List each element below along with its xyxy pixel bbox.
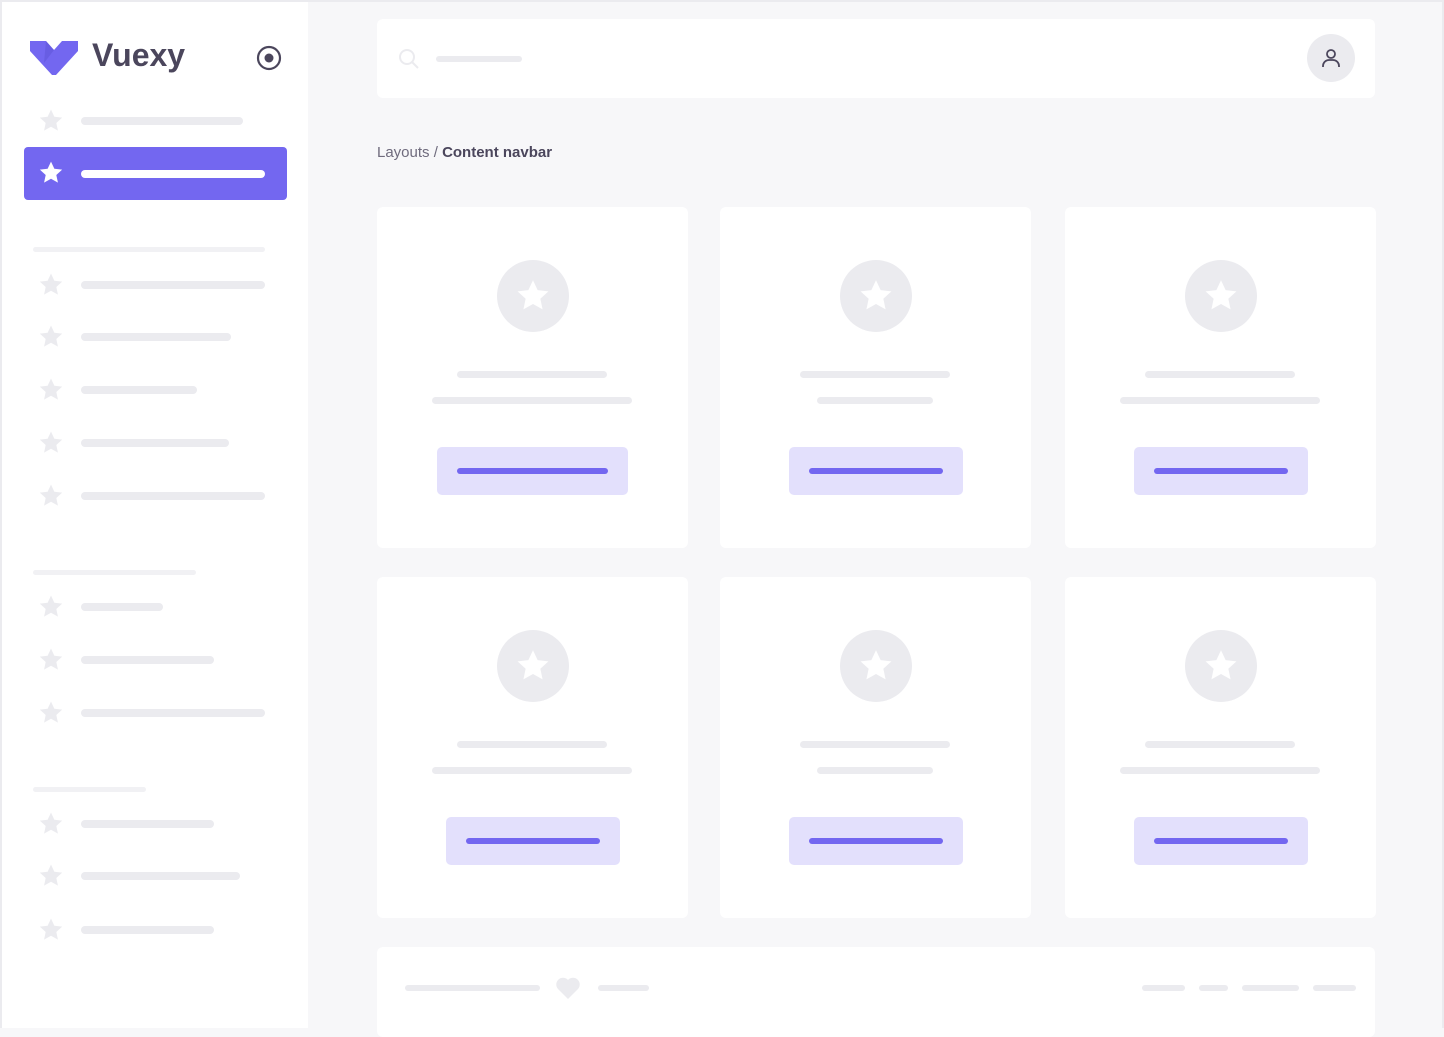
star-icon (517, 280, 548, 310)
sidebar-item-label (81, 439, 229, 447)
card-button-label (808, 838, 943, 844)
card-title (1145, 371, 1295, 378)
card-button[interactable] (445, 817, 620, 865)
content-card (377, 207, 688, 548)
content-card (1065, 577, 1376, 918)
star-icon (517, 650, 548, 680)
content-card (720, 207, 1031, 548)
card-title (800, 371, 950, 378)
star-icon (39, 273, 63, 295)
star-icon (1205, 280, 1236, 310)
card-icon-circle (1184, 260, 1257, 332)
card-text (432, 397, 632, 404)
star-icon (39, 378, 63, 400)
card-text (1120, 397, 1320, 404)
radio-circle-icon[interactable] (256, 45, 282, 71)
card-text (1120, 767, 1320, 774)
sidebar-item-label (81, 656, 214, 664)
sidebar-item-label (81, 926, 214, 934)
sidebar-item-label (81, 117, 243, 125)
card-icon-circle (496, 260, 569, 332)
breadcrumb-separator: / (429, 144, 443, 161)
footer-text (598, 985, 649, 991)
content-card (1065, 207, 1376, 548)
star-icon (39, 595, 63, 617)
footer-link[interactable] (1242, 985, 1299, 991)
card-icon-circle (839, 260, 912, 332)
star-icon (39, 864, 63, 886)
card-icon-circle (496, 630, 569, 702)
sidebar-section-header (33, 247, 265, 252)
card-button[interactable] (788, 817, 963, 865)
card-title (457, 371, 607, 378)
sidebar-item-label (81, 872, 240, 880)
card-button-label (1153, 838, 1288, 844)
star-icon (39, 701, 63, 723)
breadcrumb-parent[interactable]: Layouts (377, 144, 430, 161)
content-card (377, 577, 688, 918)
breadcrumb: Layouts / Content navbar (377, 144, 552, 161)
card-icon-circle (1184, 630, 1257, 702)
sidebar-item-label (81, 709, 265, 717)
card-button[interactable] (1133, 817, 1308, 865)
card-text (817, 767, 933, 774)
card-icon-circle (839, 630, 912, 702)
card-button-label (1153, 468, 1288, 474)
content-card (720, 577, 1031, 918)
brand-name: Vuexy (92, 37, 186, 73)
star-icon (39, 918, 63, 940)
star-icon (39, 431, 63, 453)
star-icon (39, 648, 63, 670)
star-icon (39, 484, 63, 506)
sidebar: Vuexy (2, 2, 308, 1028)
sidebar-item-label (81, 170, 265, 178)
card-button[interactable] (437, 447, 628, 495)
card-button-label (808, 468, 943, 474)
user-icon (1322, 49, 1340, 67)
card-text (432, 767, 632, 774)
card-title (457, 741, 607, 748)
search-input[interactable] (436, 56, 522, 62)
search-icon[interactable] (398, 48, 420, 70)
top-navbar (377, 19, 1375, 98)
sidebar-item-label (81, 281, 265, 289)
card-button-label (465, 838, 600, 844)
footer (377, 947, 1375, 1037)
star-icon (39, 109, 63, 131)
footer-link[interactable] (1199, 985, 1228, 991)
star-icon (39, 812, 63, 834)
card-button[interactable] (788, 447, 963, 495)
star-icon (39, 161, 63, 183)
sidebar-section-header (33, 787, 146, 792)
star-icon (860, 650, 891, 680)
card-button[interactable] (1133, 447, 1308, 495)
footer-link[interactable] (1142, 985, 1185, 991)
avatar[interactable] (1307, 34, 1355, 82)
footer-text (405, 985, 540, 991)
sidebar-item-label (81, 386, 197, 394)
sidebar-item-label (81, 492, 265, 500)
sidebar-section-header (33, 570, 196, 575)
sidebar-item-label (81, 820, 214, 828)
card-title (1145, 741, 1295, 748)
star-icon (860, 280, 891, 310)
footer-link[interactable] (1313, 985, 1356, 991)
card-text (817, 397, 933, 404)
breadcrumb-current: Content navbar (442, 144, 553, 161)
card-title (800, 741, 950, 748)
card-button-label (457, 468, 608, 474)
heart-icon (556, 977, 580, 999)
vuexy-logo-icon (30, 41, 78, 75)
star-icon (39, 325, 63, 347)
sidebar-item-label (81, 333, 231, 341)
star-icon (1205, 650, 1236, 680)
sidebar-item-active[interactable] (24, 147, 287, 200)
sidebar-item-label (81, 603, 163, 611)
